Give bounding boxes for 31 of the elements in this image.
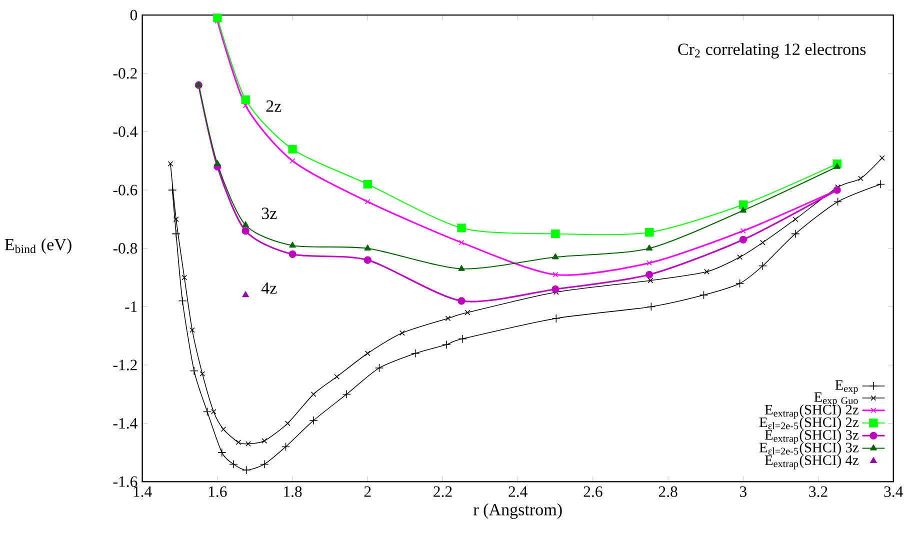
legend-label: E$_{extrap}$(SHCI) 2z — [764, 404, 858, 419]
annotation: Cr$_{2}$ correlating 12 electrons — [678, 43, 866, 59]
x-tick-label: 1.6 — [208, 486, 227, 498]
y-tick-label: -1.2 — [113, 360, 137, 371]
y-tick-label: -1 — [125, 302, 137, 312]
x-tick-label: 1.4 — [134, 486, 152, 498]
y-tick-label: -1.4 — [113, 418, 138, 429]
legend-label: $\mathrm{E}_{\mathrm{exp\ Guo}}$ — [814, 392, 858, 406]
y-tick-label: 0 — [130, 10, 138, 21]
annotation: 3z — [262, 208, 277, 220]
legend-label: E$_{εl=2e-5}$(SHCI) 3z — [759, 442, 858, 456]
y-tick-label: -0.8 — [113, 243, 138, 254]
x-tick-label: 2.6 — [584, 486, 602, 498]
y-tick-label: -0.6 — [113, 184, 138, 196]
annotation: 4z — [261, 282, 277, 294]
x-tick-label: 2 — [364, 486, 371, 497]
legend-label: E$_{extrap}$(SHCI) 4z — [764, 455, 858, 470]
y-tick-label: -0.2 — [113, 68, 137, 79]
x-tick-label: 2.4 — [508, 486, 528, 498]
legend-label: E$_{exp}$ — [835, 380, 858, 394]
x-tick-label: 2.2 — [434, 486, 452, 498]
x-tick-label: 3.2 — [809, 486, 828, 498]
y-tick-label: -0.4 — [113, 126, 138, 138]
y-axis-title: E$_{bind}$ (eV) — [4, 238, 72, 254]
x-tick-label: 3 — [740, 486, 746, 498]
x-tick-label: 1.8 — [284, 486, 302, 498]
x-axis-title: r (Angstrom) — [473, 504, 562, 520]
x-tick-label: 3.4 — [884, 486, 903, 498]
x-tick-label: 2.8 — [658, 486, 678, 498]
y-tick-label: -1.6 — [113, 476, 138, 488]
annotation: 2z — [266, 100, 282, 112]
